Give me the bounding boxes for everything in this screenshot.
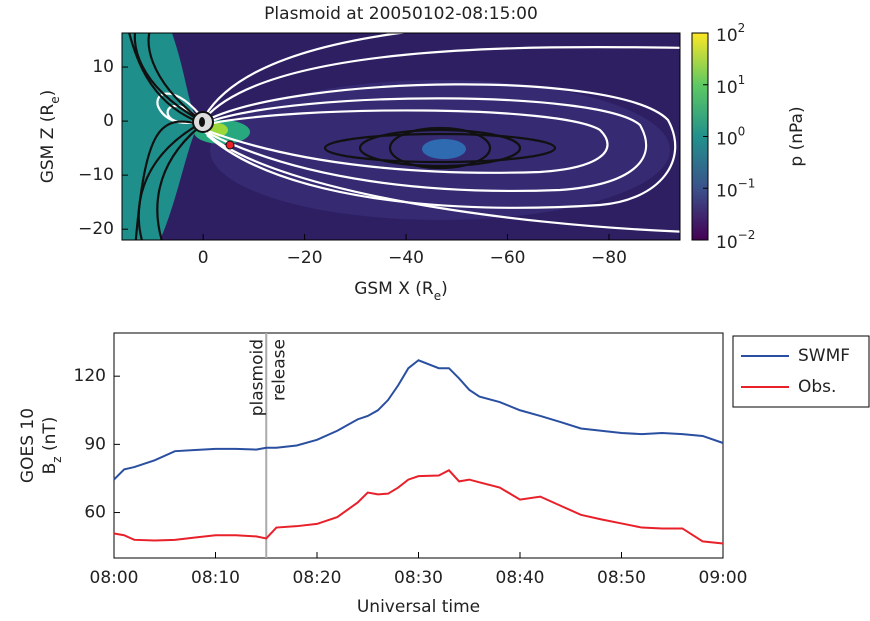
y-tick-label: 0 — [103, 111, 114, 131]
legend-label: Obs. — [798, 377, 836, 397]
legend-label: SWMF — [798, 346, 850, 366]
satellite — [225, 140, 235, 150]
colorbar-tick-exponent: 0 — [738, 124, 746, 138]
x-tick-label: 09:00 — [699, 568, 748, 588]
y-axis-label-line1: GOES 10 — [18, 408, 38, 483]
colorbar-tick-exponent: 2 — [738, 21, 746, 35]
series-line — [113, 359, 724, 481]
colorbar-tick-label: 10−1 — [716, 176, 755, 202]
colorbar-label: p (nPa) — [787, 106, 807, 166]
colorbar-tick-label: 101 — [716, 72, 745, 98]
series-line — [113, 469, 724, 545]
y-tick-label: 120 — [74, 366, 106, 386]
bottom-frame — [113, 332, 724, 559]
y-axis-label-end: ) — [38, 90, 58, 97]
x-axis-label-end: ) — [441, 279, 448, 299]
y-axis-label-line2-sub: z — [50, 456, 64, 462]
y-axis-label-line2: Bz (nT) — [40, 417, 64, 475]
y-tick-label: −10 — [78, 165, 114, 185]
colorbar-tick-exponent: −2 — [738, 228, 756, 242]
y-tick-label: −20 — [78, 219, 114, 239]
x-axis-label-sub: e — [434, 289, 441, 303]
x-axis-label: Universal time — [357, 597, 480, 617]
y-axis-label-line2-end: (nT) — [40, 417, 60, 457]
x-tick-label: −80 — [591, 248, 627, 268]
x-tick-label: −20 — [287, 248, 323, 268]
x-tick-label: −60 — [490, 248, 526, 268]
x-tick-label: 08:30 — [394, 568, 443, 588]
y-axis-label-line2-text: B — [40, 463, 60, 475]
colorbar-tick-exponent: 1 — [738, 72, 746, 86]
x-tick-label: 0 — [198, 248, 209, 268]
x-tick-label: 08:20 — [293, 568, 342, 588]
colorbar-tick-base: 10 — [716, 233, 738, 253]
x-tick-label: 08:40 — [496, 568, 545, 588]
colorbar-tick-base: 10 — [716, 26, 738, 46]
legend-box — [732, 335, 870, 408]
colorbar-tick-label: 102 — [716, 21, 745, 47]
colorbar-tick-base: 10 — [716, 181, 738, 201]
y-axis-label-sub: e — [48, 96, 62, 103]
x-tick-label: 08:00 — [90, 568, 139, 588]
x-tick-label: −40 — [388, 248, 424, 268]
y-axis-label-text: GSM Z (R — [38, 104, 58, 184]
field-lines-black — [128, 33, 557, 240]
event-label: release — [269, 339, 289, 401]
y-tick-label: 10 — [92, 57, 114, 77]
x-axis-label-text: GSM X (R — [354, 279, 434, 299]
colorbar-tick-base: 10 — [716, 130, 738, 150]
plasmoid-core — [422, 139, 466, 159]
colorbar-tick-base: 10 — [716, 78, 738, 98]
y-tick-label: 90 — [84, 434, 106, 454]
x-tick-label: 08:50 — [597, 568, 646, 588]
x-tick-label: 08:10 — [191, 568, 240, 588]
event-label: plasmoid — [247, 339, 267, 416]
colorbar-tick-label: 100 — [716, 124, 745, 150]
pressure-map — [122, 33, 680, 240]
y-axis-label: GSM Z (Re) — [38, 90, 62, 184]
top-frame — [121, 32, 681, 241]
chart-title: Plasmoid at 20050102-08:15:00 — [264, 4, 538, 24]
y-tick-label: 60 — [84, 503, 106, 523]
x-axis-label: GSM X (Re) — [354, 279, 448, 303]
colorbar-tick-label: 10−2 — [716, 228, 755, 254]
colorbar-tick-exponent: −1 — [738, 176, 756, 190]
earth-night — [199, 117, 205, 127]
